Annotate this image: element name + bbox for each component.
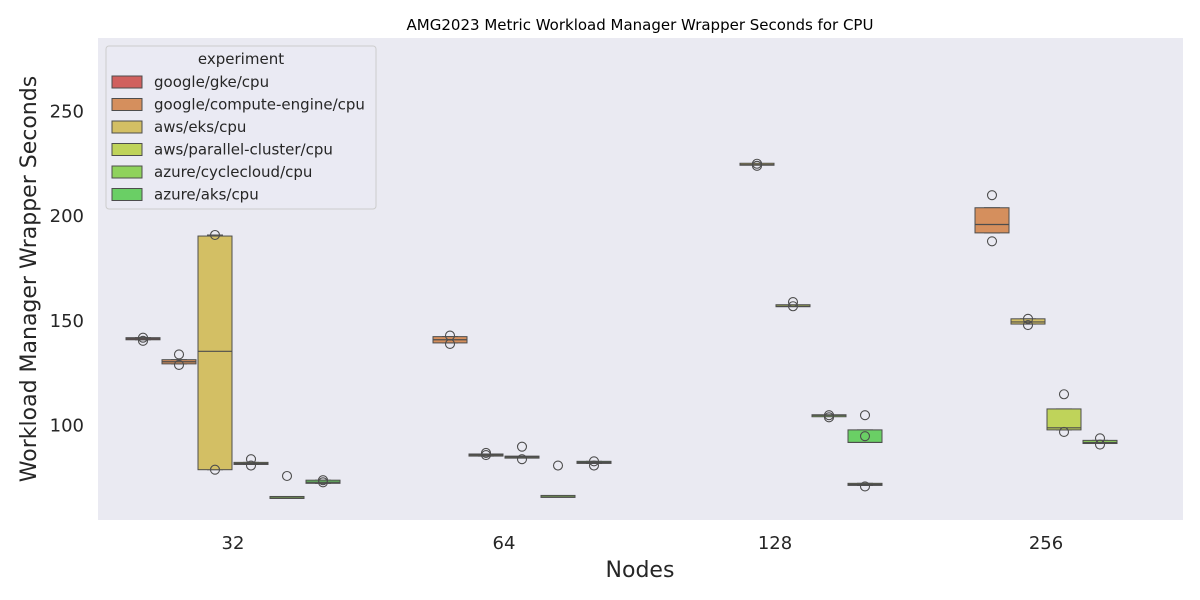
legend-label: aws/eks/cpu [154,118,246,136]
box-body [1046,408,1082,431]
flier-point [137,335,149,346]
x-tick-label: 32 [222,533,245,554]
flier-point [859,481,871,492]
flier-point [986,236,998,247]
flier-point [751,160,763,171]
flier-point [859,410,871,421]
box-body [974,207,1010,234]
legend-item: google/gke/cpu [111,73,269,91]
x-axis-ticks: 32 64 128 256 [222,533,1064,554]
legend: experiment google/gke/cpu google/compute-e… [105,45,377,210]
chart-title: AMG2023 Metric Workload Manager Wrapper … [407,16,874,34]
box-extra-128 [847,431,883,492]
legend-item: aws/parallel-cluster/cpu [111,141,333,159]
legend-swatch [111,165,143,179]
flier-point [588,456,600,467]
flier-point [245,460,257,471]
x-axis-label: Nodes [606,558,675,583]
flier-point [1094,439,1106,450]
x-tick-label: 256 [1029,533,1063,554]
y-tick-label: 100 [50,416,84,437]
flier-point [516,454,528,465]
legend-swatch [111,120,143,134]
box-google-compute-engine-cpu-64 [432,330,468,350]
flier-point [859,431,871,442]
box-azure-cyclecloud-cpu-32 [269,470,305,499]
flier-point [588,460,600,471]
box-series [125,158,1118,499]
legend-swatch [111,98,143,111]
x-tick-label: 64 [493,533,516,554]
flier-point [281,470,293,482]
flier-point [173,349,185,360]
flier-point [480,449,492,461]
box-aws-eks-cpu-128 [739,158,775,171]
flier-point [209,464,221,475]
box-body [197,235,233,471]
flier-point [245,454,257,465]
flier-point [1022,313,1034,324]
flier-point [1022,320,1034,331]
box-azure-aks-cpu-32 [305,475,341,488]
legend-item: azure/aks/cpu [111,186,259,204]
flier-point [444,338,456,350]
legend-label: google/gke/cpu [154,73,269,91]
box-aws-parallel-cluster-cpu-256 [1046,389,1082,438]
y-axis-label: Workload Manager Wrapper Seconds [17,76,42,482]
legend-label: azure/cyclecloud/cpu [154,163,312,181]
flier-point [1058,389,1070,400]
flier-point [787,301,799,312]
flier-point [209,229,221,241]
legend-label: aws/parallel-cluster/cpu [154,141,333,159]
box-google-compute-engine-cpu-32 [161,349,197,370]
legend-swatch [111,143,143,156]
flier-point [823,412,835,423]
y-tick-label: 250 [50,101,84,122]
flier-point [137,332,149,343]
flier-point [317,477,329,488]
box-azure-cyclecloud-cpu-128 [811,410,847,423]
y-tick-label: 200 [50,206,84,227]
box-azure-aks-cpu-128 [847,410,883,444]
box-aws-eks-cpu-64 [468,447,504,461]
flier-point [1058,426,1070,438]
legend-swatch [111,75,143,89]
legend-label: google/compute-engine/cpu [154,96,365,114]
legend-label: azure/aks/cpu [154,186,259,204]
flier-point [787,297,799,308]
box-aws-parallel-cluster-cpu-64 [504,441,540,465]
legend-item: azure/cyclecloud/cpu [111,163,312,181]
legend-swatch [111,188,143,201]
box-google-compute-engine-cpu-256 [974,190,1010,247]
box-aws-parallel-cluster-cpu-128 [775,297,811,312]
box-azure-aks-cpu-64 [576,456,612,471]
box-aws-eks-cpu-256 [1010,313,1046,331]
box-aws-parallel-cluster-cpu-32 [233,454,269,471]
flier-point [516,441,528,452]
y-tick-label: 150 [50,311,84,332]
legend-frame [105,45,377,210]
box-azure-cyclecloud-cpu-256 [1082,433,1118,450]
legend-title: experiment [198,50,284,68]
y-axis-ticks: 100 150 200 250 [50,101,84,436]
flier-point [986,190,998,201]
legend-item: google/compute-engine/cpu [111,96,365,114]
box-google-gke-cpu-32 [125,332,161,346]
flier-point [1094,433,1106,444]
flier-point [173,359,185,370]
box-aws-eks-cpu-32 [197,229,233,475]
box-azure-cyclecloud-cpu-64 [540,460,576,498]
x-tick-label: 128 [758,533,792,554]
legend-item: aws/eks/cpu [111,118,246,136]
flier-point [552,460,564,471]
flier-point [444,330,456,341]
